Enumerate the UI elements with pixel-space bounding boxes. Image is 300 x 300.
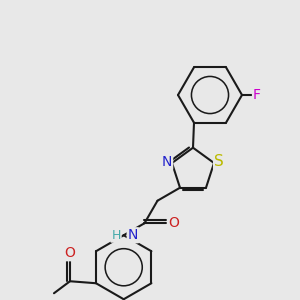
Text: N: N [162, 155, 172, 169]
Text: H: H [111, 229, 121, 242]
Text: F: F [253, 88, 261, 102]
Text: O: O [168, 216, 179, 230]
Text: S: S [214, 154, 224, 169]
Text: N: N [128, 228, 138, 242]
Text: O: O [64, 246, 75, 260]
